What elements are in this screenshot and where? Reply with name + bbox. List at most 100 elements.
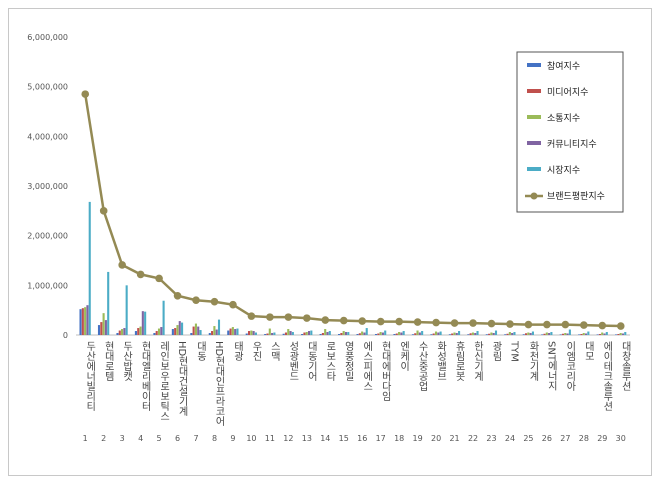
bar xyxy=(527,332,530,335)
bar xyxy=(601,332,604,335)
y-tick-label: 1,000,000 xyxy=(27,281,68,290)
bar xyxy=(268,328,271,335)
line-point xyxy=(155,274,163,283)
line-point xyxy=(173,291,182,300)
line-point xyxy=(561,320,570,329)
bar xyxy=(548,333,551,335)
category-label: 영풍정밀 xyxy=(342,341,354,381)
bar xyxy=(453,332,456,335)
line-point xyxy=(598,321,607,330)
bar xyxy=(598,334,601,335)
bar xyxy=(458,331,461,335)
rank-label: 26 xyxy=(542,434,552,443)
bar xyxy=(291,332,294,335)
bar xyxy=(79,309,82,335)
line-point xyxy=(118,261,126,269)
bar xyxy=(340,333,343,335)
rank-label: 27 xyxy=(560,434,570,443)
rank-label: 21 xyxy=(449,434,459,443)
bar xyxy=(303,332,306,335)
category-label: 대동 xyxy=(195,341,207,361)
category-label: 수산중공업 xyxy=(416,341,428,391)
category-label: 스맥 xyxy=(268,341,280,361)
bar xyxy=(171,329,174,335)
category-label: 현대로템 xyxy=(102,341,114,381)
category-label: HD현대인프라코어 xyxy=(213,341,225,427)
bar xyxy=(178,321,181,335)
bar xyxy=(476,331,479,335)
bar xyxy=(564,333,567,335)
category-label: 에이테크솔루션 xyxy=(601,341,613,411)
bar xyxy=(157,328,161,335)
line-point xyxy=(395,317,403,326)
rank-label: 10 xyxy=(246,434,256,443)
category-label: 화천기계 xyxy=(527,341,539,382)
bar xyxy=(266,333,269,335)
bar xyxy=(176,325,179,335)
rank-label: 30 xyxy=(616,434,626,443)
bar xyxy=(153,333,156,335)
rank-label: 3 xyxy=(120,434,125,443)
bar xyxy=(174,328,177,335)
bar xyxy=(578,334,581,335)
category-label: TYM xyxy=(508,340,519,362)
bar xyxy=(393,334,396,335)
rank-label: 4 xyxy=(138,434,143,443)
rank-label: 28 xyxy=(579,434,589,443)
rank-label: 16 xyxy=(357,434,367,443)
category-label: 레인보우로보틱스 xyxy=(158,341,170,421)
line-point xyxy=(229,300,237,309)
bar xyxy=(227,330,230,335)
line-point xyxy=(450,319,459,327)
bar xyxy=(513,332,516,335)
bar xyxy=(416,330,419,335)
bar xyxy=(381,332,384,335)
bar xyxy=(365,328,368,335)
bar xyxy=(116,333,119,335)
bar xyxy=(121,329,124,335)
rank-label: 8 xyxy=(212,434,217,443)
bar xyxy=(328,331,331,335)
bar xyxy=(326,332,329,335)
bar xyxy=(511,333,514,335)
bar xyxy=(81,308,84,335)
category-label: HD현대건설기계 xyxy=(176,341,188,417)
line-point xyxy=(524,320,533,329)
rank-label: 1 xyxy=(83,434,88,443)
legend-swatch xyxy=(527,141,541,145)
rank-label: 20 xyxy=(431,434,441,443)
line-point xyxy=(339,316,348,325)
rank-label: 22 xyxy=(468,434,478,443)
bar xyxy=(494,330,498,335)
rank-label: 11 xyxy=(265,434,275,443)
line-point xyxy=(413,318,422,326)
legend-label: 시장지수 xyxy=(547,165,580,176)
bar xyxy=(301,334,304,335)
bar xyxy=(229,328,232,335)
line-point xyxy=(284,313,293,321)
y-tick-label: 5,000,000 xyxy=(27,83,68,92)
bar xyxy=(361,331,364,335)
bar xyxy=(414,333,417,335)
category-label: 한신기계 xyxy=(472,341,484,382)
bar xyxy=(356,334,359,335)
bar xyxy=(97,325,101,335)
bar xyxy=(603,333,606,335)
category-label: 에스피에스 xyxy=(361,341,373,391)
bar xyxy=(236,328,239,335)
line-series-group xyxy=(81,90,625,330)
bar xyxy=(545,332,548,335)
rank-label: 19 xyxy=(413,434,423,443)
line-point xyxy=(506,320,514,328)
bar xyxy=(568,329,571,335)
rank-label: 25 xyxy=(523,434,533,443)
bar xyxy=(455,333,458,335)
bar xyxy=(587,331,590,335)
line-point xyxy=(136,270,145,279)
bar xyxy=(100,322,103,335)
bar xyxy=(181,322,184,335)
bar xyxy=(107,271,110,335)
bar xyxy=(561,333,565,335)
